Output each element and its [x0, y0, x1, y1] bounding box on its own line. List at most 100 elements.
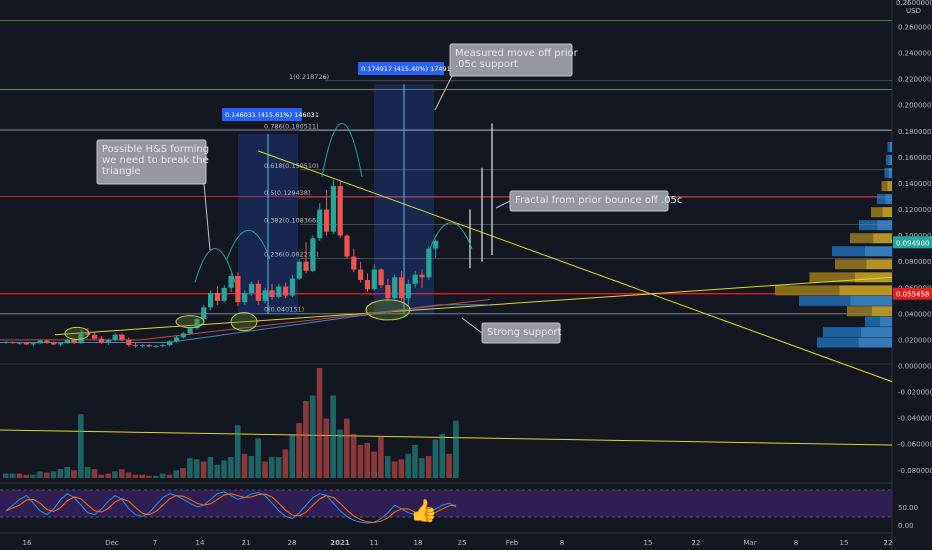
hs-callout-text: triangle	[102, 166, 141, 177]
candle-body	[426, 248, 432, 278]
candle-body	[412, 274, 418, 284]
candle-body	[139, 345, 145, 347]
volume-bar	[350, 434, 357, 478]
volume-bar	[268, 457, 275, 478]
volume-profile-bar	[879, 316, 892, 327]
volume-profile-bar	[877, 194, 886, 205]
volume-bar	[432, 439, 439, 478]
volume-bar	[255, 438, 261, 478]
volume-bar	[241, 453, 248, 478]
fractal-projection-bars	[469, 123, 493, 269]
volume-bar	[378, 436, 384, 478]
measured-move-boxes[interactable]: 0.146031 (415.61%) 146031 0.174917 (415.4…	[222, 62, 455, 314]
volume-bar	[187, 458, 193, 478]
volume-bar	[118, 469, 125, 478]
volume-profile-bar	[860, 327, 892, 338]
volume-bar	[425, 456, 432, 478]
support-ellipse	[175, 315, 205, 329]
volume-profile-bar	[873, 233, 892, 244]
trend-lines[interactable]	[0, 150, 893, 446]
candle-body	[405, 283, 411, 299]
hs-callout-pointer	[203, 183, 211, 251]
volume-profile-bar	[871, 306, 892, 317]
volume-bar	[371, 451, 377, 478]
volume-bar	[330, 395, 336, 478]
candle-body	[283, 286, 289, 296]
stoch-tick: 0.00	[898, 522, 914, 530]
volume-profile-bar	[887, 181, 892, 192]
fib-level-label: 1(0.218726)	[289, 73, 329, 81]
volume-bar	[405, 453, 411, 478]
volume-profile-bar	[885, 194, 892, 205]
candle-body	[98, 338, 105, 343]
volume-bar	[357, 445, 364, 478]
price-tick: 0.260000	[898, 24, 931, 32]
candle-body	[3, 341, 9, 343]
candle-body	[371, 269, 377, 290]
support-price-label: 0.055458	[896, 291, 929, 299]
candle-body	[330, 186, 336, 232]
candle-body	[221, 287, 227, 301]
candle-body	[57, 343, 64, 345]
volume-profile-bar	[859, 220, 878, 231]
volume-bar	[98, 474, 105, 478]
volume-bar	[296, 423, 302, 478]
price-unit-label: USD	[906, 7, 921, 15]
moving-average-slow	[0, 299, 491, 341]
volume-bar	[309, 395, 316, 478]
time-tick: 25	[458, 539, 467, 547]
candle-body	[17, 342, 23, 344]
candle-body	[78, 332, 84, 344]
volume-bar	[3, 473, 9, 478]
candle-body	[85, 332, 91, 335]
volume-bar	[166, 474, 173, 478]
volume-bar	[30, 474, 36, 478]
candle-body	[323, 209, 330, 232]
volume-bar	[23, 474, 30, 478]
candle-body	[378, 269, 384, 286]
volume-profile-bar	[817, 337, 859, 348]
current-price-label: 0.094900	[896, 239, 929, 247]
hs-callout-text: Possible H&S forming	[102, 144, 209, 155]
candle-body	[433, 240, 439, 249]
candle-body	[228, 276, 234, 288]
candle-body	[167, 341, 173, 346]
volume-bar	[228, 457, 234, 478]
fractal-callout-text: Fractal from prior bounce off .05c	[515, 195, 682, 206]
volume-bar	[282, 449, 289, 478]
time-tick: Mar	[743, 539, 756, 547]
candle-body	[71, 339, 77, 344]
candle-body	[146, 345, 152, 347]
volume-bar	[337, 429, 343, 478]
support-price-badge	[893, 287, 932, 300]
candle-body	[105, 339, 111, 343]
candle-body	[64, 339, 70, 344]
volume-bar	[153, 475, 159, 478]
volume-bar	[132, 474, 139, 478]
candle-body	[419, 274, 425, 278]
drawn-shapes[interactable]	[64, 123, 473, 340]
volume-bar	[364, 442, 371, 478]
stoch-k-line	[5, 491, 457, 524]
head-shoulders-arc	[226, 229, 271, 260]
volume-bar	[112, 471, 118, 478]
volume-profile-bar	[871, 207, 883, 218]
volume-profile-bar	[889, 141, 892, 152]
volume-profile-bar	[887, 141, 890, 152]
time-tick: Dec	[105, 539, 119, 547]
candle-body	[310, 238, 316, 271]
candle-body	[337, 186, 343, 236]
volume-bar	[289, 435, 296, 478]
stoch-d-line	[5, 493, 457, 524]
candle-body	[173, 337, 180, 342]
candle-body	[160, 345, 166, 347]
fib-level-label: 0(0.040151)	[264, 306, 304, 314]
candle-body	[10, 341, 16, 344]
horizontal-level-lines	[0, 0, 893, 550]
fibonacci-levels[interactable]: 1(0.218726) 0.786(0.180511) 0.618(0.150510…	[264, 73, 892, 314]
candle-body	[30, 343, 36, 345]
price-tick: 0.140000	[898, 180, 931, 188]
volume-bar	[57, 469, 64, 478]
